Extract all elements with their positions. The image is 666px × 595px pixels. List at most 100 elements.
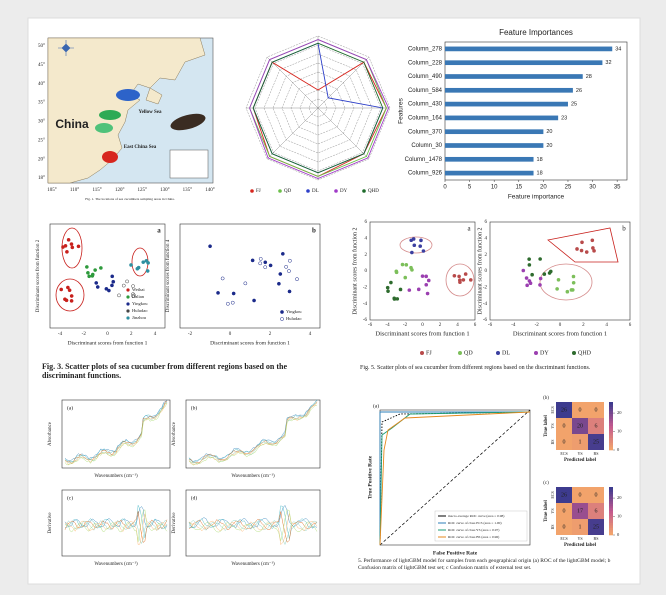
y-tick-label: Column_370 (408, 129, 443, 135)
scatter-point (77, 245, 80, 248)
scatter-point (422, 249, 426, 253)
colorbar-step (609, 511, 613, 514)
scatter-point (389, 281, 393, 285)
x-tick-label: -2 (188, 332, 193, 337)
y-tick-label: Column_1478 (405, 157, 443, 163)
scatter-point (426, 292, 430, 296)
legend-marker (306, 189, 310, 193)
scatter-point (457, 275, 461, 279)
legend-label: Yingkou (286, 309, 302, 314)
colorbar-step (609, 419, 613, 422)
legend-marker (126, 309, 129, 312)
colorbar-tick-label: 10 (617, 514, 622, 519)
legend-label: DL (502, 350, 510, 356)
x-tick-label: YS (577, 451, 582, 456)
colorbar-step (609, 492, 613, 495)
scatter-point (125, 280, 128, 283)
scatter-point (386, 286, 390, 290)
scatter-point (566, 290, 570, 294)
colorbar-step (609, 421, 613, 424)
cell-label: 25 (593, 524, 599, 530)
bar (445, 74, 583, 79)
lat-tick-label: 40° (38, 82, 45, 87)
cell-label: 1 (579, 524, 582, 530)
legend-marker (280, 317, 283, 320)
scatter-point (538, 257, 542, 261)
colorbar-step (609, 509, 613, 512)
legend-label: Huludao (286, 316, 302, 321)
colorbar-step (609, 412, 613, 415)
y-axis-label: Discriminant scores from function 4 (166, 239, 171, 312)
figure-caption: 5. Performance of lightGBM model for sam… (358, 558, 628, 572)
scatter-point (226, 302, 229, 305)
legend-label: FJ (426, 350, 432, 356)
scatter-point (65, 299, 68, 302)
legend-label: Weihai (132, 287, 145, 292)
colorbar-step (609, 445, 613, 448)
colorbar-step (609, 487, 613, 490)
scatter-point (591, 238, 595, 242)
cell-label: 0 (595, 492, 598, 498)
cell-label: 0 (563, 423, 566, 429)
scatter-point (395, 297, 399, 301)
legend-marker (280, 310, 283, 313)
scatter-point (216, 291, 219, 294)
scatter-point (592, 249, 596, 253)
colorbar-step (609, 525, 613, 528)
bar (445, 171, 534, 176)
scatter-point (96, 285, 99, 288)
x-tick-label: BS (594, 536, 599, 541)
legend-label: ROC curve of class ECS (area = 1.00) (448, 521, 502, 525)
scatter-point (458, 278, 462, 282)
legend-label: Yingkou (132, 301, 148, 306)
scatter-point (86, 271, 89, 274)
colorbar-step (609, 513, 613, 516)
colorbar-step (609, 402, 613, 405)
scatter-point (392, 296, 396, 300)
chart-title: Feature Importances (499, 28, 573, 37)
scatter-point (543, 272, 547, 276)
x-tick-label: 10 (491, 185, 498, 191)
x-tick-label: -2 (82, 332, 87, 337)
scatter-point (399, 288, 403, 292)
legend-label: QD (284, 189, 292, 194)
scatter-point (244, 282, 247, 285)
y-tick-label: -2 (483, 285, 488, 290)
scatter-point (112, 280, 115, 283)
scatter-point (70, 242, 73, 245)
scatter-point (408, 288, 412, 292)
legend-label: macro-average ROC curve (area = 0.98) (448, 514, 505, 518)
cell-label: 0 (595, 407, 598, 413)
colorbar-step (609, 436, 613, 439)
scatter-point (525, 284, 529, 288)
colorbar-step (609, 504, 613, 507)
map-label: East China Sea (124, 145, 157, 150)
scatter-point (424, 283, 428, 287)
figure-caption: Fig. 5. Scatter plots of sea cucumber fr… (360, 364, 640, 373)
cell-label: 20 (577, 423, 583, 429)
inset-map (170, 150, 208, 178)
bar (445, 102, 568, 107)
scatter-point (386, 289, 390, 293)
x-axis-label: Discriminant scores from function 1 (68, 339, 148, 346)
scatter-point (464, 272, 468, 276)
scatter-point (232, 292, 235, 295)
panel-label: (a) (67, 404, 73, 411)
scatter-point (585, 250, 589, 254)
colorbar-step (609, 494, 613, 497)
data-label: 23 (561, 115, 567, 121)
legend-label: DY (340, 189, 348, 194)
scatter-point (259, 257, 262, 260)
scatter-point (295, 278, 298, 281)
y-axis-label: Absorbance (48, 421, 53, 446)
scatter-point (417, 288, 421, 292)
legend-label: FJ (256, 189, 261, 194)
scatter-point (575, 247, 579, 251)
legend-label: Huludao (132, 308, 148, 313)
scatter-point (424, 275, 428, 279)
scatter-point (65, 250, 68, 253)
data-label: 18 (537, 157, 543, 163)
y-tick-label: YS (550, 508, 555, 513)
scatter-point (405, 263, 409, 267)
scatter-point (146, 269, 149, 272)
